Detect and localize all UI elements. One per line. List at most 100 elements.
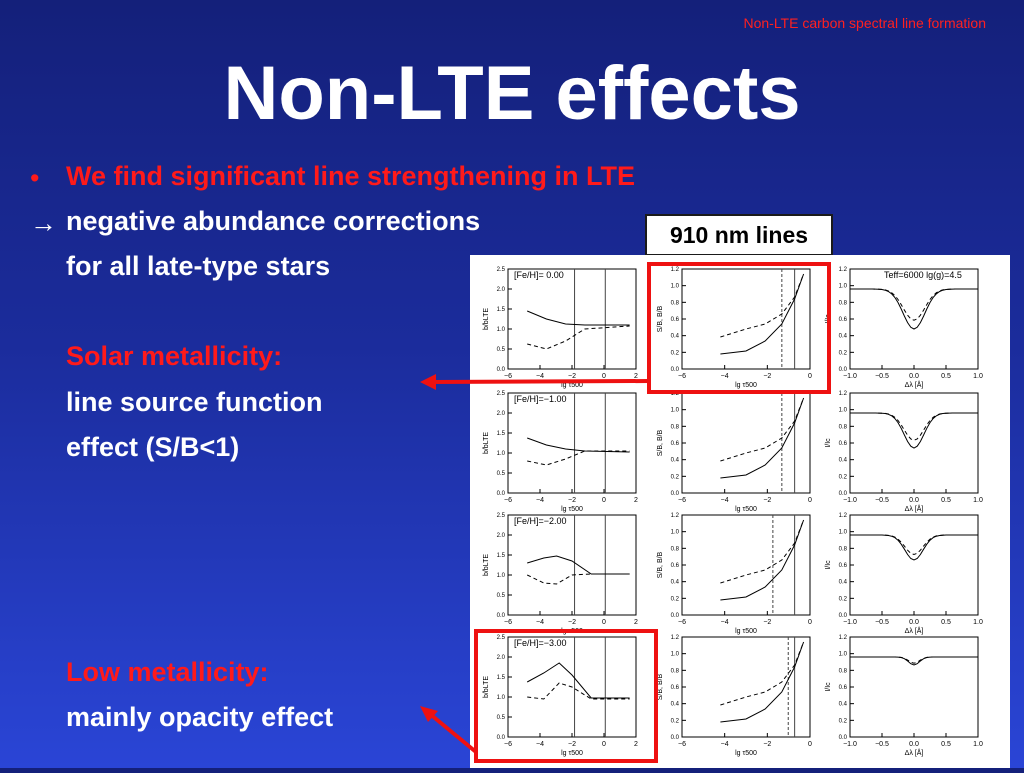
- source-function-curve: [720, 641, 805, 723]
- y-tick-label: 0.2: [839, 718, 848, 724]
- x-tick-label: 0: [808, 741, 812, 748]
- y-tick-label: 0.6: [839, 441, 848, 447]
- y-tick-label: 1.2: [839, 391, 848, 397]
- bullet-marker: •: [30, 163, 40, 193]
- y-tick-label: 1.2: [839, 513, 848, 519]
- fe-h-label: [Fe/H]=−3.00: [514, 638, 567, 648]
- solar-line-1: line source function: [66, 387, 323, 417]
- line-profile: [850, 288, 978, 330]
- y-axis-label: I/Ic: [825, 682, 832, 692]
- y-axis-label: I/Ic: [825, 560, 832, 570]
- x-tick-label: 0.5: [941, 741, 951, 748]
- y-tick-label: 0.0: [497, 735, 506, 741]
- x-tick-label: −4: [721, 497, 729, 504]
- x-tick-label: −2: [763, 619, 771, 626]
- y-tick-label: 0.6: [671, 441, 680, 447]
- y-tick-label: 0.4: [671, 580, 680, 586]
- x-tick-label: 0.5: [941, 373, 951, 380]
- x-tick-label: 1.0: [973, 741, 983, 748]
- x-tick-label: 1.0: [973, 619, 983, 626]
- y-tick-label: 2.5: [497, 267, 506, 273]
- y-tick-label: 1.0: [497, 695, 506, 701]
- header-note: Non-LTE carbon spectral line formation: [743, 15, 986, 31]
- y-tick-label: 1.0: [497, 327, 506, 333]
- lte-curve: [527, 682, 630, 700]
- x-tick-label: −6: [678, 373, 686, 380]
- y-tick-label: 0.2: [671, 350, 680, 356]
- y-axis-label: S/B, B/B: [657, 429, 664, 456]
- planck-curve: [720, 397, 805, 462]
- x-tick-label: 0: [602, 619, 606, 626]
- x-tick-label: 0: [602, 741, 606, 748]
- teff-label: Teff=6000 lg(g)=4.5: [884, 270, 962, 280]
- y-tick-label: 0.0: [839, 367, 848, 373]
- x-tick-label: −0.5: [875, 619, 889, 626]
- y-tick-label: 0.4: [839, 702, 848, 708]
- line-profile-lte: [850, 412, 978, 441]
- y-tick-label: 0.0: [671, 491, 680, 497]
- y-tick-label: 0.6: [671, 685, 680, 691]
- y-tick-label: 0.0: [839, 491, 848, 497]
- y-tick-label: 0.2: [671, 474, 680, 480]
- x-tick-label: −4: [536, 741, 544, 748]
- x-tick-label: 1.0: [973, 497, 983, 504]
- y-tick-label: 1.5: [497, 675, 506, 681]
- nlte-curve: [527, 555, 630, 575]
- y-axis-label: I/Ic: [825, 314, 832, 324]
- y-tick-label: 0.8: [839, 546, 848, 552]
- lte-curve: [527, 325, 630, 350]
- y-tick-label: 0.2: [671, 596, 680, 602]
- nlte-curve: [527, 437, 630, 453]
- y-tick-label: 0.8: [839, 668, 848, 674]
- lte-curve: [527, 450, 630, 466]
- y-tick-label: 0.5: [497, 715, 506, 721]
- y-axis-label: b/bLTE: [483, 676, 490, 698]
- arrow-low-head: [420, 706, 438, 722]
- line-profile-lte: [850, 288, 978, 321]
- figure-svg: −6 −4 −2 0 2 0.0 0.5 1.0 1.5 2.0 2.5 lg τ500 b/bLTE […: [483, 267, 983, 757]
- x-tick-label: −6: [504, 741, 512, 748]
- x-axis-label: lg τ500: [561, 750, 583, 757]
- y-tick-label: 0.2: [839, 596, 848, 602]
- y-tick-label: 2.5: [497, 513, 506, 519]
- x-tick-label: −4: [721, 619, 729, 626]
- y-axis-label: S/B, B/B: [657, 551, 664, 578]
- y-tick-label: 0.6: [671, 563, 680, 569]
- planck-curve: [720, 641, 805, 706]
- y-tick-label: 0.2: [839, 474, 848, 480]
- x-axis-label: lg τ500: [735, 750, 757, 757]
- x-axis-label: lg τ500: [561, 382, 583, 389]
- plot-frame: [849, 636, 979, 738]
- plot-frame: [681, 392, 811, 494]
- x-axis-label: lg τ500: [561, 506, 583, 513]
- planck-curve: [720, 519, 805, 584]
- line-profile: [850, 412, 978, 449]
- y-tick-label: 1.0: [497, 451, 506, 457]
- x-tick-label: 1.0: [973, 373, 983, 380]
- y-tick-label: 0.6: [839, 317, 848, 323]
- y-axis-label: I/Ic: [825, 438, 832, 448]
- x-tick-label: −6: [678, 497, 686, 504]
- y-tick-label: 1.0: [497, 573, 506, 579]
- plot-frame: [849, 268, 979, 370]
- x-axis-label: lg τ500: [561, 628, 583, 635]
- y-tick-label: 2.0: [497, 411, 506, 417]
- fe-h-label: [Fe/H]= 0.00: [514, 270, 564, 280]
- line-profile: [850, 534, 978, 561]
- y-tick-label: 0.2: [671, 718, 680, 724]
- low-heading: Low metallicity:: [66, 657, 269, 687]
- y-tick-label: 0.0: [497, 491, 506, 497]
- y-tick-label: 1.0: [839, 652, 848, 658]
- y-tick-label: 0.6: [839, 563, 848, 569]
- y-tick-label: 1.0: [839, 284, 848, 290]
- plot-frame: [849, 514, 979, 616]
- solar-line-2: effect (S/B<1): [66, 432, 240, 462]
- x-tick-label: −2: [763, 741, 771, 748]
- x-axis-label: lg τ500: [735, 506, 757, 513]
- y-tick-label: 2.0: [497, 655, 506, 661]
- y-tick-label: 0.4: [671, 702, 680, 708]
- y-tick-label: 0.0: [497, 613, 506, 619]
- y-tick-label: 0.4: [671, 334, 680, 340]
- line-profile: [850, 656, 978, 666]
- x-tick-label: −4: [721, 741, 729, 748]
